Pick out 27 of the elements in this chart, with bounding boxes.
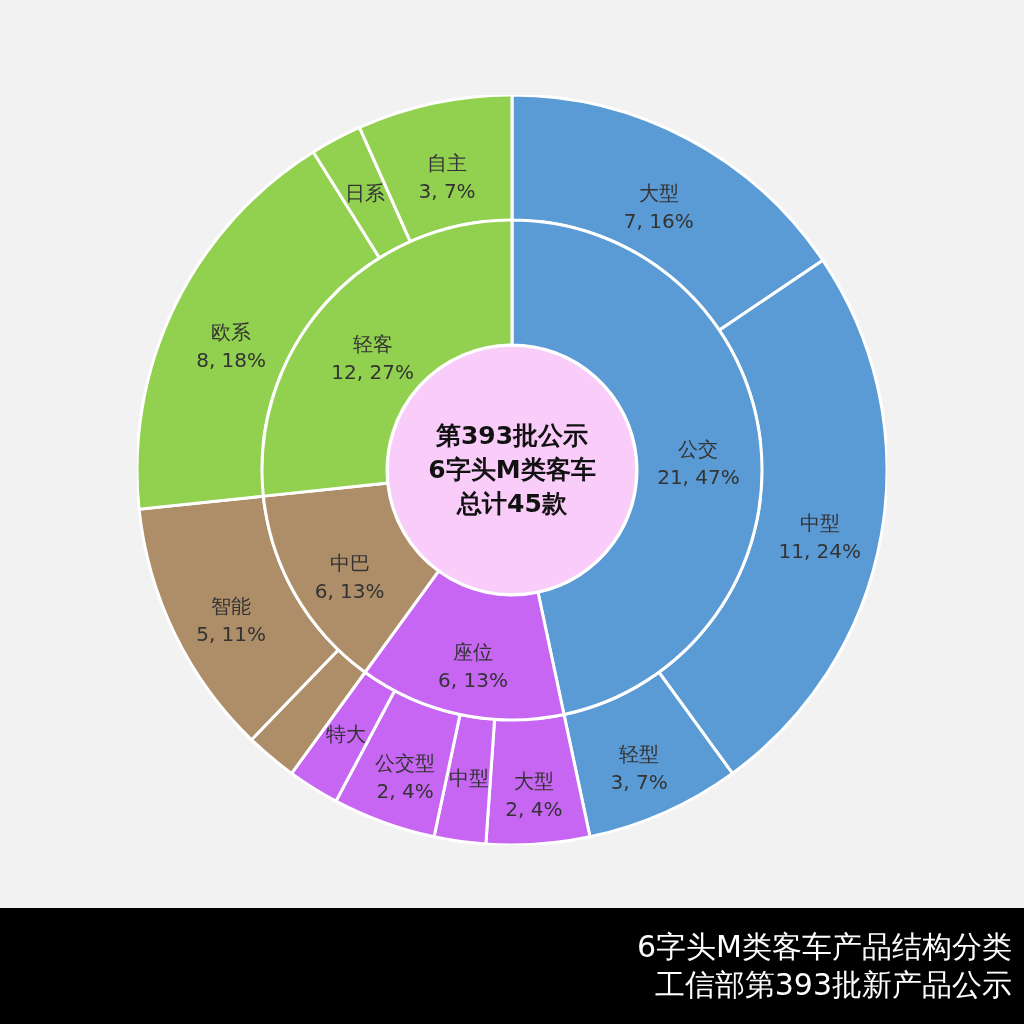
data-label: 6, 13% [314, 578, 385, 603]
slice-label: 中型 [448, 766, 489, 791]
data-label: 8, 18% [196, 348, 267, 373]
data-label: 6, 13% [438, 668, 508, 693]
slice-label: 公交 [678, 437, 719, 462]
slice-label: 中型 [799, 511, 840, 536]
slice-label: 大型 [513, 768, 554, 793]
data-label: 5, 11% [196, 621, 267, 646]
slice-label: 公交型 [375, 750, 436, 775]
slice-label: 智能 [211, 593, 252, 618]
data-label: 2, 4% [505, 796, 563, 821]
text: 6字头M类客车产品结构分类 [636, 928, 1013, 966]
slice-label: 欧系 [211, 320, 252, 345]
slice-label: 日系 [345, 181, 386, 206]
slice-label: 轻型 [619, 742, 660, 767]
text: 工信部第393批新产品公示 [653, 966, 1013, 1004]
data-label: 7, 16% [623, 209, 694, 234]
data-label: 3, 7% [610, 770, 668, 795]
slice-label: 中巴 [329, 550, 370, 575]
slice-label: 特大 [326, 722, 367, 747]
data-label: 2, 4% [376, 778, 434, 803]
data-label: 3, 7% [418, 179, 476, 204]
data-label: 21, 47% [657, 465, 740, 490]
slice-label: 自主 [427, 151, 468, 176]
data-label: 11, 24% [778, 539, 862, 564]
slice-label: 座位 [453, 640, 494, 665]
slice-label: 大型 [638, 181, 679, 206]
